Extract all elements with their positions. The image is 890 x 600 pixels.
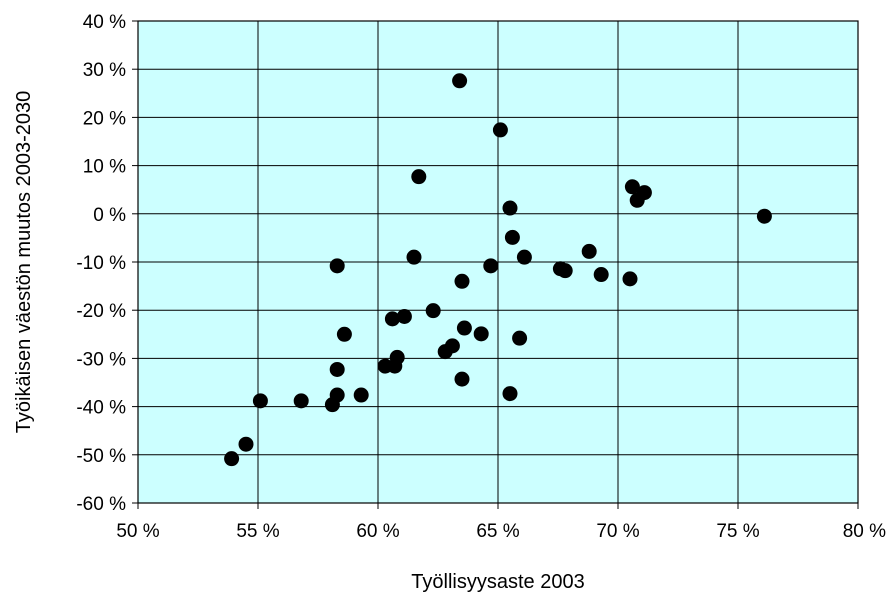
y-tick-label: -60 % — [76, 494, 126, 515]
grid-lines — [132, 20, 859, 509]
y-tick-labels: 40 % 30 % 20 % 10 % 0 % -10 % -20 % -30 % -40 % -… — [76, 12, 126, 515]
x-tick-label: 80 % — [843, 521, 886, 542]
data-point — [512, 330, 528, 346]
data-point — [492, 122, 508, 138]
data-point — [406, 249, 422, 265]
y-tick-label: 40 % — [83, 12, 126, 33]
x-tick-label: 70 % — [596, 521, 639, 542]
x-tick-label: 60 % — [356, 521, 399, 542]
y-tick-label: 20 % — [83, 108, 126, 129]
data-point — [389, 349, 405, 365]
data-point — [252, 393, 268, 409]
x-axis-title: Työllisyysaste 2003 — [411, 571, 584, 593]
data-point — [329, 361, 345, 377]
data-point — [329, 258, 345, 274]
x-tick-label: 75 % — [716, 521, 759, 542]
data-point — [238, 436, 254, 452]
data-point — [425, 303, 441, 319]
data-point — [502, 200, 518, 216]
data-point — [636, 185, 652, 201]
data-point — [293, 393, 309, 409]
data-point — [353, 387, 369, 403]
y-tick-label: -30 % — [76, 349, 126, 370]
y-tick-label: -20 % — [76, 301, 126, 322]
x-tick-labels: 50 % 55 % 60 % 65 % 70 % 75 % 80 % — [116, 521, 886, 542]
data-point — [444, 338, 460, 354]
data-point — [411, 169, 427, 185]
data-point — [483, 258, 499, 274]
data-point — [502, 386, 518, 402]
plot-border — [137, 20, 859, 504]
y-tick-label: -40 % — [76, 398, 126, 419]
x-tick-label: 50 % — [116, 521, 159, 542]
data-point — [454, 371, 470, 387]
data-point — [384, 311, 400, 327]
data-point — [557, 263, 573, 279]
x-tick-label: 55 % — [236, 521, 279, 542]
y-tick-label: 0 % — [93, 205, 126, 226]
data-point — [624, 179, 640, 195]
y-tick-label: -50 % — [76, 446, 126, 467]
data-point — [593, 267, 609, 283]
data-point — [452, 73, 468, 89]
data-points — [224, 73, 772, 467]
data-point — [581, 243, 597, 259]
y-tick-label: 30 % — [83, 60, 126, 81]
y-tick-label: -10 % — [76, 253, 126, 274]
data-point — [329, 387, 345, 403]
data-point — [516, 249, 532, 265]
data-point — [454, 273, 470, 289]
data-point — [622, 271, 638, 287]
data-point — [504, 229, 520, 245]
data-point — [224, 451, 240, 467]
y-axis-title: Työikäisen väestön muutos 2003-2030 — [13, 91, 35, 433]
data-point — [756, 208, 772, 224]
data-point — [473, 326, 489, 342]
y-tick-label: 10 % — [83, 157, 126, 178]
x-tick-label: 65 % — [476, 521, 519, 542]
data-point — [456, 320, 472, 336]
data-point — [336, 326, 352, 342]
data-point — [396, 308, 412, 324]
